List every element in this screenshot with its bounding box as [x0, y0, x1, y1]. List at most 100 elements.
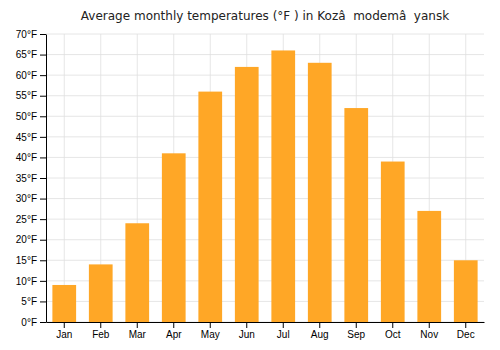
tick: 45°F [16, 132, 46, 143]
bar [381, 162, 405, 322]
bar [52, 285, 76, 322]
tick-mark [210, 322, 211, 328]
tick-mark [40, 240, 46, 241]
tick-label: 55°F [16, 90, 37, 101]
tick: 60°F [16, 70, 46, 81]
grid-line [46, 178, 484, 179]
y-axis: 0°F 5°F 10°F 15°F 20°F 25°F 30°F 35°F 40°F 45°F 50… [16, 29, 47, 328]
tick-label: Jun [239, 329, 255, 340]
tick-label: 10°F [16, 276, 37, 287]
tick: 10°F [16, 276, 46, 287]
bar [344, 108, 368, 322]
tick: Jul [277, 322, 290, 340]
grid-line [46, 75, 484, 76]
tick-label: 5°F [21, 296, 37, 307]
tick: 20°F [16, 234, 46, 245]
tick-mark [40, 301, 46, 302]
tick-mark [356, 322, 357, 328]
tick-mark [100, 322, 101, 328]
tick-mark [465, 322, 466, 328]
tick-mark [173, 322, 174, 328]
tick-mark [40, 322, 46, 323]
tick-mark [40, 55, 46, 56]
tick: 70°F [16, 29, 46, 40]
tick: Nov [420, 322, 438, 340]
tick: Dec [457, 322, 475, 340]
bar [198, 92, 222, 322]
tick: 50°F [16, 111, 46, 122]
tick-label: 15°F [16, 255, 37, 266]
grid-line [46, 198, 484, 199]
tick-label: Mar [129, 329, 147, 340]
tick: Apr [166, 322, 182, 340]
plot: 0°F 5°F 10°F 15°F 20°F 25°F 30°F 35°F 40°F 45°F 50… [16, 29, 485, 340]
tick-label: 45°F [16, 132, 37, 143]
tick-mark [283, 322, 284, 328]
tick: Oct [385, 322, 401, 340]
tick-label: 0°F [21, 317, 37, 328]
grid-line [46, 95, 484, 96]
tick: May [201, 322, 220, 340]
tick: 5°F [21, 296, 46, 307]
tick-mark [40, 157, 46, 158]
bar [125, 223, 149, 322]
tick-label: 65°F [16, 49, 37, 60]
tick: 40°F [16, 152, 46, 163]
chart: 0°F 5°F 10°F 15°F 20°F 25°F 30°F 35°F 40°F 45°F 50… [0, 0, 500, 350]
tick-label: 40°F [16, 152, 37, 163]
grid [46, 34, 484, 322]
tick-label: Jan [56, 329, 72, 340]
grid-line [46, 136, 484, 137]
tick: 0°F [21, 317, 46, 328]
tick: Jun [239, 322, 255, 340]
bar [454, 260, 478, 322]
bar [417, 211, 441, 322]
tick-mark [392, 322, 393, 328]
tick: 15°F [16, 255, 46, 266]
tick: 65°F [16, 49, 46, 60]
grid-line [46, 54, 484, 55]
grid-line [46, 34, 484, 35]
grid-line [64, 34, 65, 322]
tick-label: Nov [420, 329, 438, 340]
tick-mark [40, 199, 46, 200]
tick: Sep [347, 322, 365, 340]
tick: Aug [311, 322, 329, 340]
tick-mark [64, 322, 65, 328]
bar [162, 153, 186, 322]
tick-label: 20°F [16, 234, 37, 245]
tick: Feb [92, 322, 110, 340]
tick-mark [246, 322, 247, 328]
tick-mark [40, 34, 46, 35]
tick: 55°F [16, 90, 46, 101]
bars [52, 50, 477, 322]
tick-mark [40, 281, 46, 282]
tick-label: 30°F [16, 193, 37, 204]
tick-label: Dec [457, 329, 475, 340]
tick-label: Apr [166, 329, 182, 340]
tick-mark [40, 178, 46, 179]
tick: 35°F [16, 173, 46, 184]
tick-label: 25°F [16, 214, 37, 225]
bar [308, 63, 332, 322]
tick-label: Aug [311, 329, 329, 340]
tick-mark [40, 219, 46, 220]
tick-label: Feb [92, 329, 110, 340]
axis-line [47, 322, 485, 323]
tick-mark [40, 75, 46, 76]
bar [235, 67, 259, 322]
tick-mark [40, 137, 46, 138]
tick-label: Sep [347, 329, 365, 340]
tick: Mar [129, 322, 147, 340]
axis-line [46, 35, 47, 323]
tick-mark [40, 116, 46, 117]
tick-mark [429, 322, 430, 328]
tick-mark [137, 322, 138, 328]
tick-mark [319, 322, 320, 328]
tick: 25°F [16, 214, 46, 225]
tick-label: 70°F [16, 29, 37, 40]
tick-mark [40, 96, 46, 97]
tick: 30°F [16, 193, 46, 204]
bar [271, 50, 295, 322]
grid-line [46, 157, 484, 158]
